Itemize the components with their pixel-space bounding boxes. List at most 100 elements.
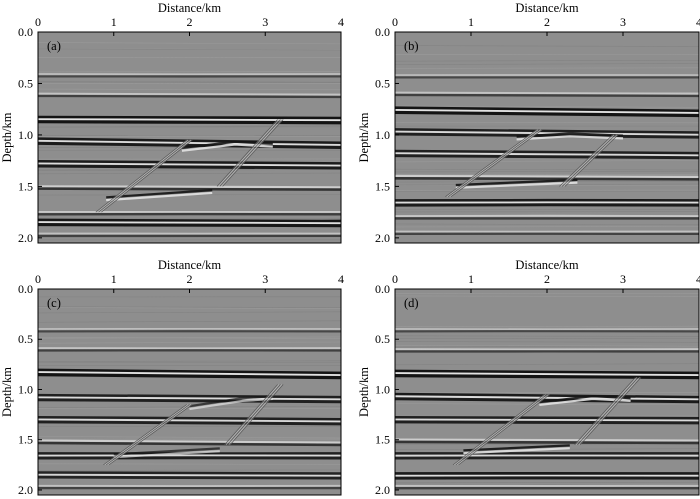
x-tick-label: 1 (468, 15, 474, 29)
fault-streak (229, 384, 284, 445)
seismic-image (38, 32, 341, 243)
fault-streak (563, 134, 618, 187)
x-axis-title: Distance/km (158, 1, 221, 15)
reflector-band (395, 440, 699, 445)
reflector-band (395, 397, 699, 404)
panel-b: 0 1 2 3 4 0.0 0.5 1.0 1.5 2.0 Distance/km Depth/km (… (357, 1, 700, 245)
reflector-band (38, 218, 341, 223)
y-axis-title: Depth/km (357, 367, 371, 417)
reflector-band (38, 473, 341, 478)
seismic-background (38, 289, 341, 495)
reflector-band (38, 393, 341, 399)
fault-streak (220, 119, 283, 187)
x-tick-label: 4 (696, 15, 700, 29)
y-tick-label: 1.0 (375, 128, 390, 142)
fault-streak (455, 394, 548, 466)
panel-a: 0 1 2 3 4 0.0 0.5 1.0 1.5 2.0 Distance/km Depth/km (… (0, 1, 344, 245)
fault-streak (579, 377, 642, 445)
seismic-background (38, 32, 341, 243)
reflector-band (38, 418, 341, 423)
fault-streak (219, 119, 281, 187)
x-axis-title: Distance/km (515, 1, 578, 15)
reflector-band (38, 439, 341, 444)
fault-streak (577, 377, 639, 445)
panel-d: 0 1 2 3 4 0.0 0.5 1.0 1.5 2.0 Distance/km Depth/km (… (357, 258, 700, 497)
x-tick-label: 0 (35, 15, 41, 29)
y-tick-label: 0.0 (18, 25, 33, 39)
x-tick-label: 3 (262, 272, 268, 286)
reflector-band (38, 185, 341, 189)
y-tick-label: 2.0 (18, 483, 33, 497)
fault-streak (564, 134, 619, 187)
y-tick-label: 1.5 (18, 433, 33, 447)
noise-trace (38, 307, 341, 309)
reflector-band (38, 371, 341, 377)
fault-streak (227, 384, 281, 445)
reflector-band (38, 141, 341, 149)
reflector-band (38, 187, 341, 191)
wedge-reflector (181, 143, 273, 152)
y-axis-title: Depth/km (0, 112, 14, 162)
wedge-reflector (516, 135, 624, 141)
y-tick-label: 0.5 (18, 332, 33, 346)
noise-trace (395, 335, 699, 337)
fault-streak (99, 139, 192, 213)
y-tick-label: 1.0 (375, 382, 390, 396)
x-tick-label: 2 (187, 272, 193, 286)
noise-trace (395, 345, 699, 347)
x-tick-label: 4 (696, 272, 700, 286)
fault-streak (575, 377, 638, 445)
noise-trace (395, 67, 699, 69)
fault-streak (222, 119, 284, 187)
reflector-band (395, 152, 699, 157)
seismic-image (395, 32, 699, 243)
fault-streak (228, 384, 283, 445)
wedge-reflector (189, 397, 273, 411)
y-tick-label: 1.5 (18, 179, 33, 193)
reflector-band (38, 398, 341, 404)
x-axis-title: Distance/km (515, 258, 578, 272)
noise-trace (38, 88, 341, 91)
reflector-band (395, 395, 699, 401)
x-tick-label: 0 (35, 272, 41, 286)
noise-trace (395, 63, 699, 65)
wedge-reflector (455, 181, 578, 189)
reflector-band (395, 106, 699, 113)
noise-trace (395, 59, 699, 62)
reflector-band (38, 420, 341, 426)
fault-streak (450, 129, 543, 197)
fault-streak (561, 134, 616, 187)
fault-streak (105, 404, 190, 466)
seismic-image (395, 289, 699, 495)
y-tick-label: 1.0 (18, 382, 33, 396)
noise-trace (38, 48, 341, 51)
y-axis-title: Depth/km (0, 367, 14, 417)
fault-streak (224, 384, 278, 445)
fault-streak (458, 394, 551, 466)
fault-streak (560, 134, 615, 187)
noise-trace (38, 169, 341, 172)
reflector-band (38, 94, 341, 99)
noise-trace (395, 105, 699, 108)
y-tick-label: 0.5 (375, 332, 390, 346)
reflector-band (38, 221, 341, 225)
y-tick-label: 1.0 (18, 128, 33, 142)
noise-trace (38, 172, 341, 175)
noise-trace (395, 341, 699, 343)
reflector-band (395, 392, 699, 399)
x-tick-label: 3 (620, 15, 626, 29)
noise-trace (38, 463, 341, 465)
x-tick-label: 2 (544, 272, 550, 286)
x-tick-label: 1 (111, 272, 117, 286)
y-tick-label: 0.0 (375, 25, 390, 39)
y-tick-label: 2.0 (375, 231, 390, 245)
reflector-band (395, 130, 699, 137)
y-tick-label: 2.0 (18, 231, 33, 245)
noise-trace (38, 81, 341, 83)
reflector-band (395, 369, 699, 375)
noise-trace (395, 160, 699, 163)
wedge-reflector (539, 395, 631, 404)
seismic-image (38, 289, 341, 495)
panel-label: (a) (47, 39, 61, 53)
